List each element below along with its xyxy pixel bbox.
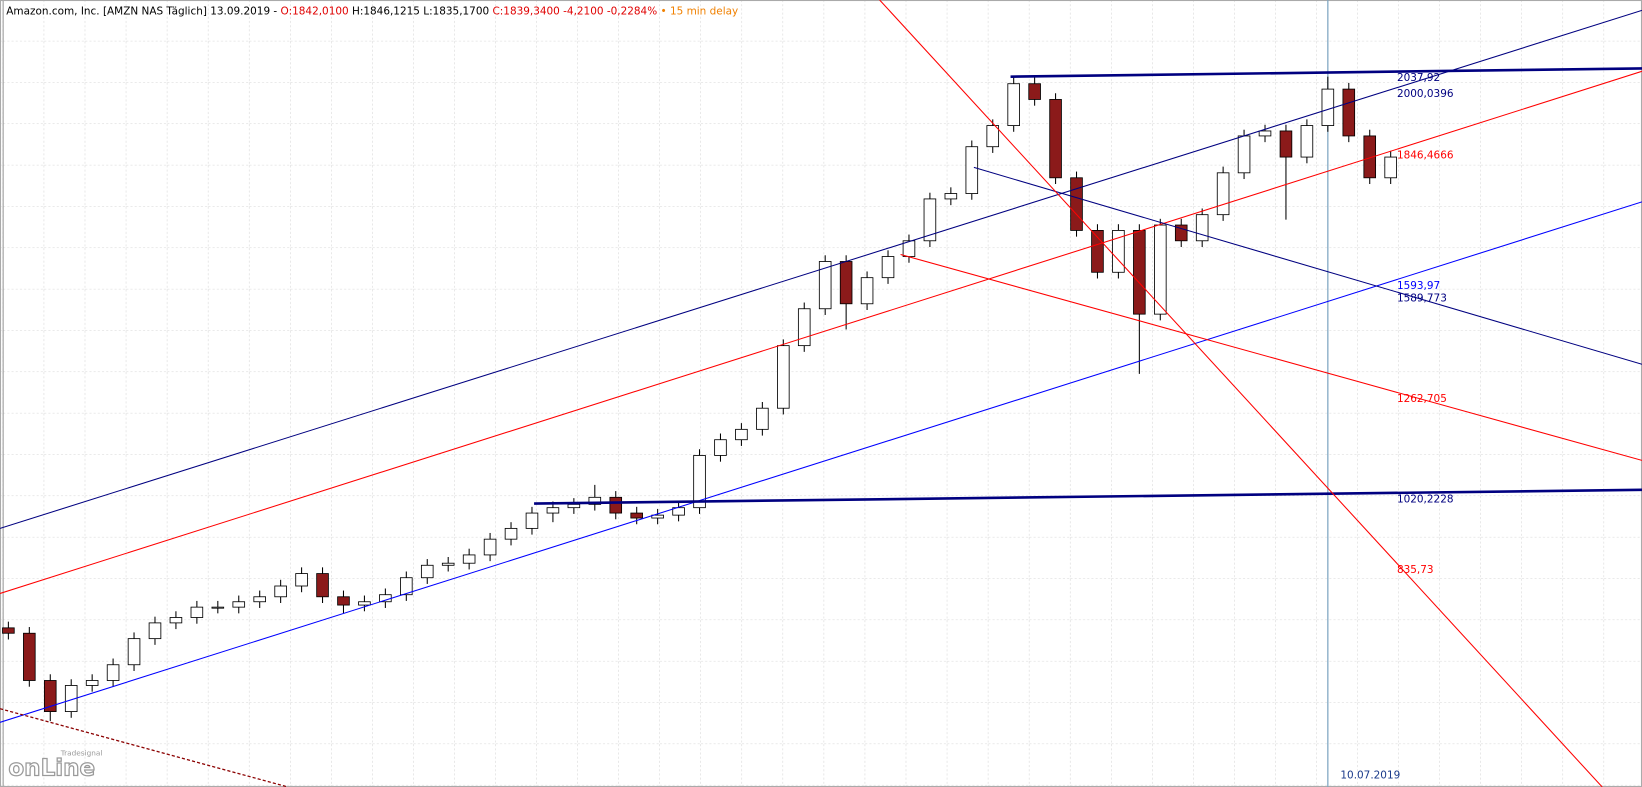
candle-body (400, 577, 413, 596)
candle-body (23, 632, 36, 681)
candle-body (1237, 135, 1251, 174)
trendline (0, 9, 1642, 529)
candle-body (337, 596, 350, 606)
candle-body (1070, 177, 1083, 231)
candle-body (295, 573, 308, 587)
header-high-low: H:1846,1215 L:1835,1700 (352, 6, 489, 18)
trendline-label: 2037,92 (1397, 72, 1440, 84)
candle-body (1342, 88, 1356, 137)
candle-body (2, 627, 15, 634)
candle-body (965, 146, 979, 194)
candle-body (651, 514, 664, 519)
candle-body (986, 125, 1000, 148)
trendline-label: 1020,2228 (1397, 493, 1454, 505)
x-tick-label: 10.07.2019 (1340, 770, 1400, 782)
candle-body (64, 685, 78, 712)
candle-body (1007, 83, 1020, 126)
trendline-label: 1589,773 (1397, 293, 1447, 305)
candle-body (358, 601, 371, 606)
candle-body (797, 308, 811, 347)
logo: onLine (8, 755, 95, 781)
candle-body (1216, 172, 1230, 216)
candle-body (944, 193, 958, 200)
candle-body (1300, 125, 1314, 158)
header-open: O:1842,0100 (281, 6, 349, 18)
header: Amazon.com, Inc. [AMZN NAS Täglich] 13.0… (6, 6, 738, 18)
trendline (534, 488, 1642, 505)
trendline (973, 166, 1642, 365)
trendline (0, 201, 1642, 723)
trendline-label: 1593,97 (1397, 280, 1440, 292)
candle-body (85, 680, 99, 686)
candle-body (148, 622, 162, 640)
candle-body (1195, 214, 1209, 242)
candle-body (106, 664, 120, 681)
candle-body (525, 512, 539, 529)
candle-body (274, 585, 287, 598)
candle-body (1384, 156, 1397, 179)
candle-body (609, 496, 623, 514)
candle-body (1258, 130, 1272, 137)
candle-body (1321, 88, 1335, 126)
candle-body (316, 573, 329, 598)
trendline (0, 708, 289, 787)
candle-body (504, 527, 518, 540)
header-delay: • 15 min delay (660, 6, 738, 18)
candle-body (441, 562, 455, 566)
candle-body (546, 507, 560, 514)
candle-body (420, 564, 434, 579)
candle-body (253, 596, 266, 603)
candle-body (483, 538, 497, 556)
trendline-label: 1262,705 (1397, 393, 1447, 405)
candle-body (923, 198, 937, 242)
candle-body (735, 428, 748, 441)
trendline (1010, 67, 1642, 78)
header-title: Amazon.com, Inc. [AMZN NAS Täglich] 13.0… (6, 6, 277, 18)
candle-body (567, 503, 581, 509)
candle-body (756, 407, 769, 430)
logo-small: Tradesignal (60, 749, 103, 758)
candle-body (860, 277, 874, 305)
candle-body (1133, 230, 1146, 315)
candle-body (777, 345, 790, 409)
candle-body (714, 439, 727, 456)
candle-body (1049, 99, 1062, 179)
candle-body (1028, 83, 1041, 100)
candle-body (881, 256, 895, 279)
candle-body (1174, 224, 1188, 242)
candle-body (127, 638, 141, 666)
candle-body (211, 606, 225, 609)
candle-body (462, 554, 476, 564)
candle-body (818, 261, 832, 310)
candle-body (232, 601, 246, 608)
candle-body (43, 680, 57, 712)
candle-body (169, 617, 183, 624)
trendline-label: 835,73 (1397, 564, 1434, 576)
candle-body (630, 512, 643, 519)
candle-body (1112, 230, 1125, 273)
candle-body (1363, 135, 1377, 179)
trendline (0, 70, 1642, 594)
header-close: C:1839,3400 -4,2100 -0,2284% (492, 6, 657, 18)
candle-body (839, 261, 853, 305)
candle-body (190, 606, 204, 618)
candle-body (1091, 230, 1104, 273)
candle-body (588, 496, 602, 505)
candle-body (1279, 130, 1293, 158)
candle-body (693, 455, 706, 509)
trendline-label: 2000,0396 (1397, 88, 1454, 100)
trendline (900, 253, 1642, 461)
candle-body (1154, 224, 1167, 315)
trendline (879, 0, 1603, 787)
trendline-label: 1846,4666 (1397, 150, 1454, 162)
